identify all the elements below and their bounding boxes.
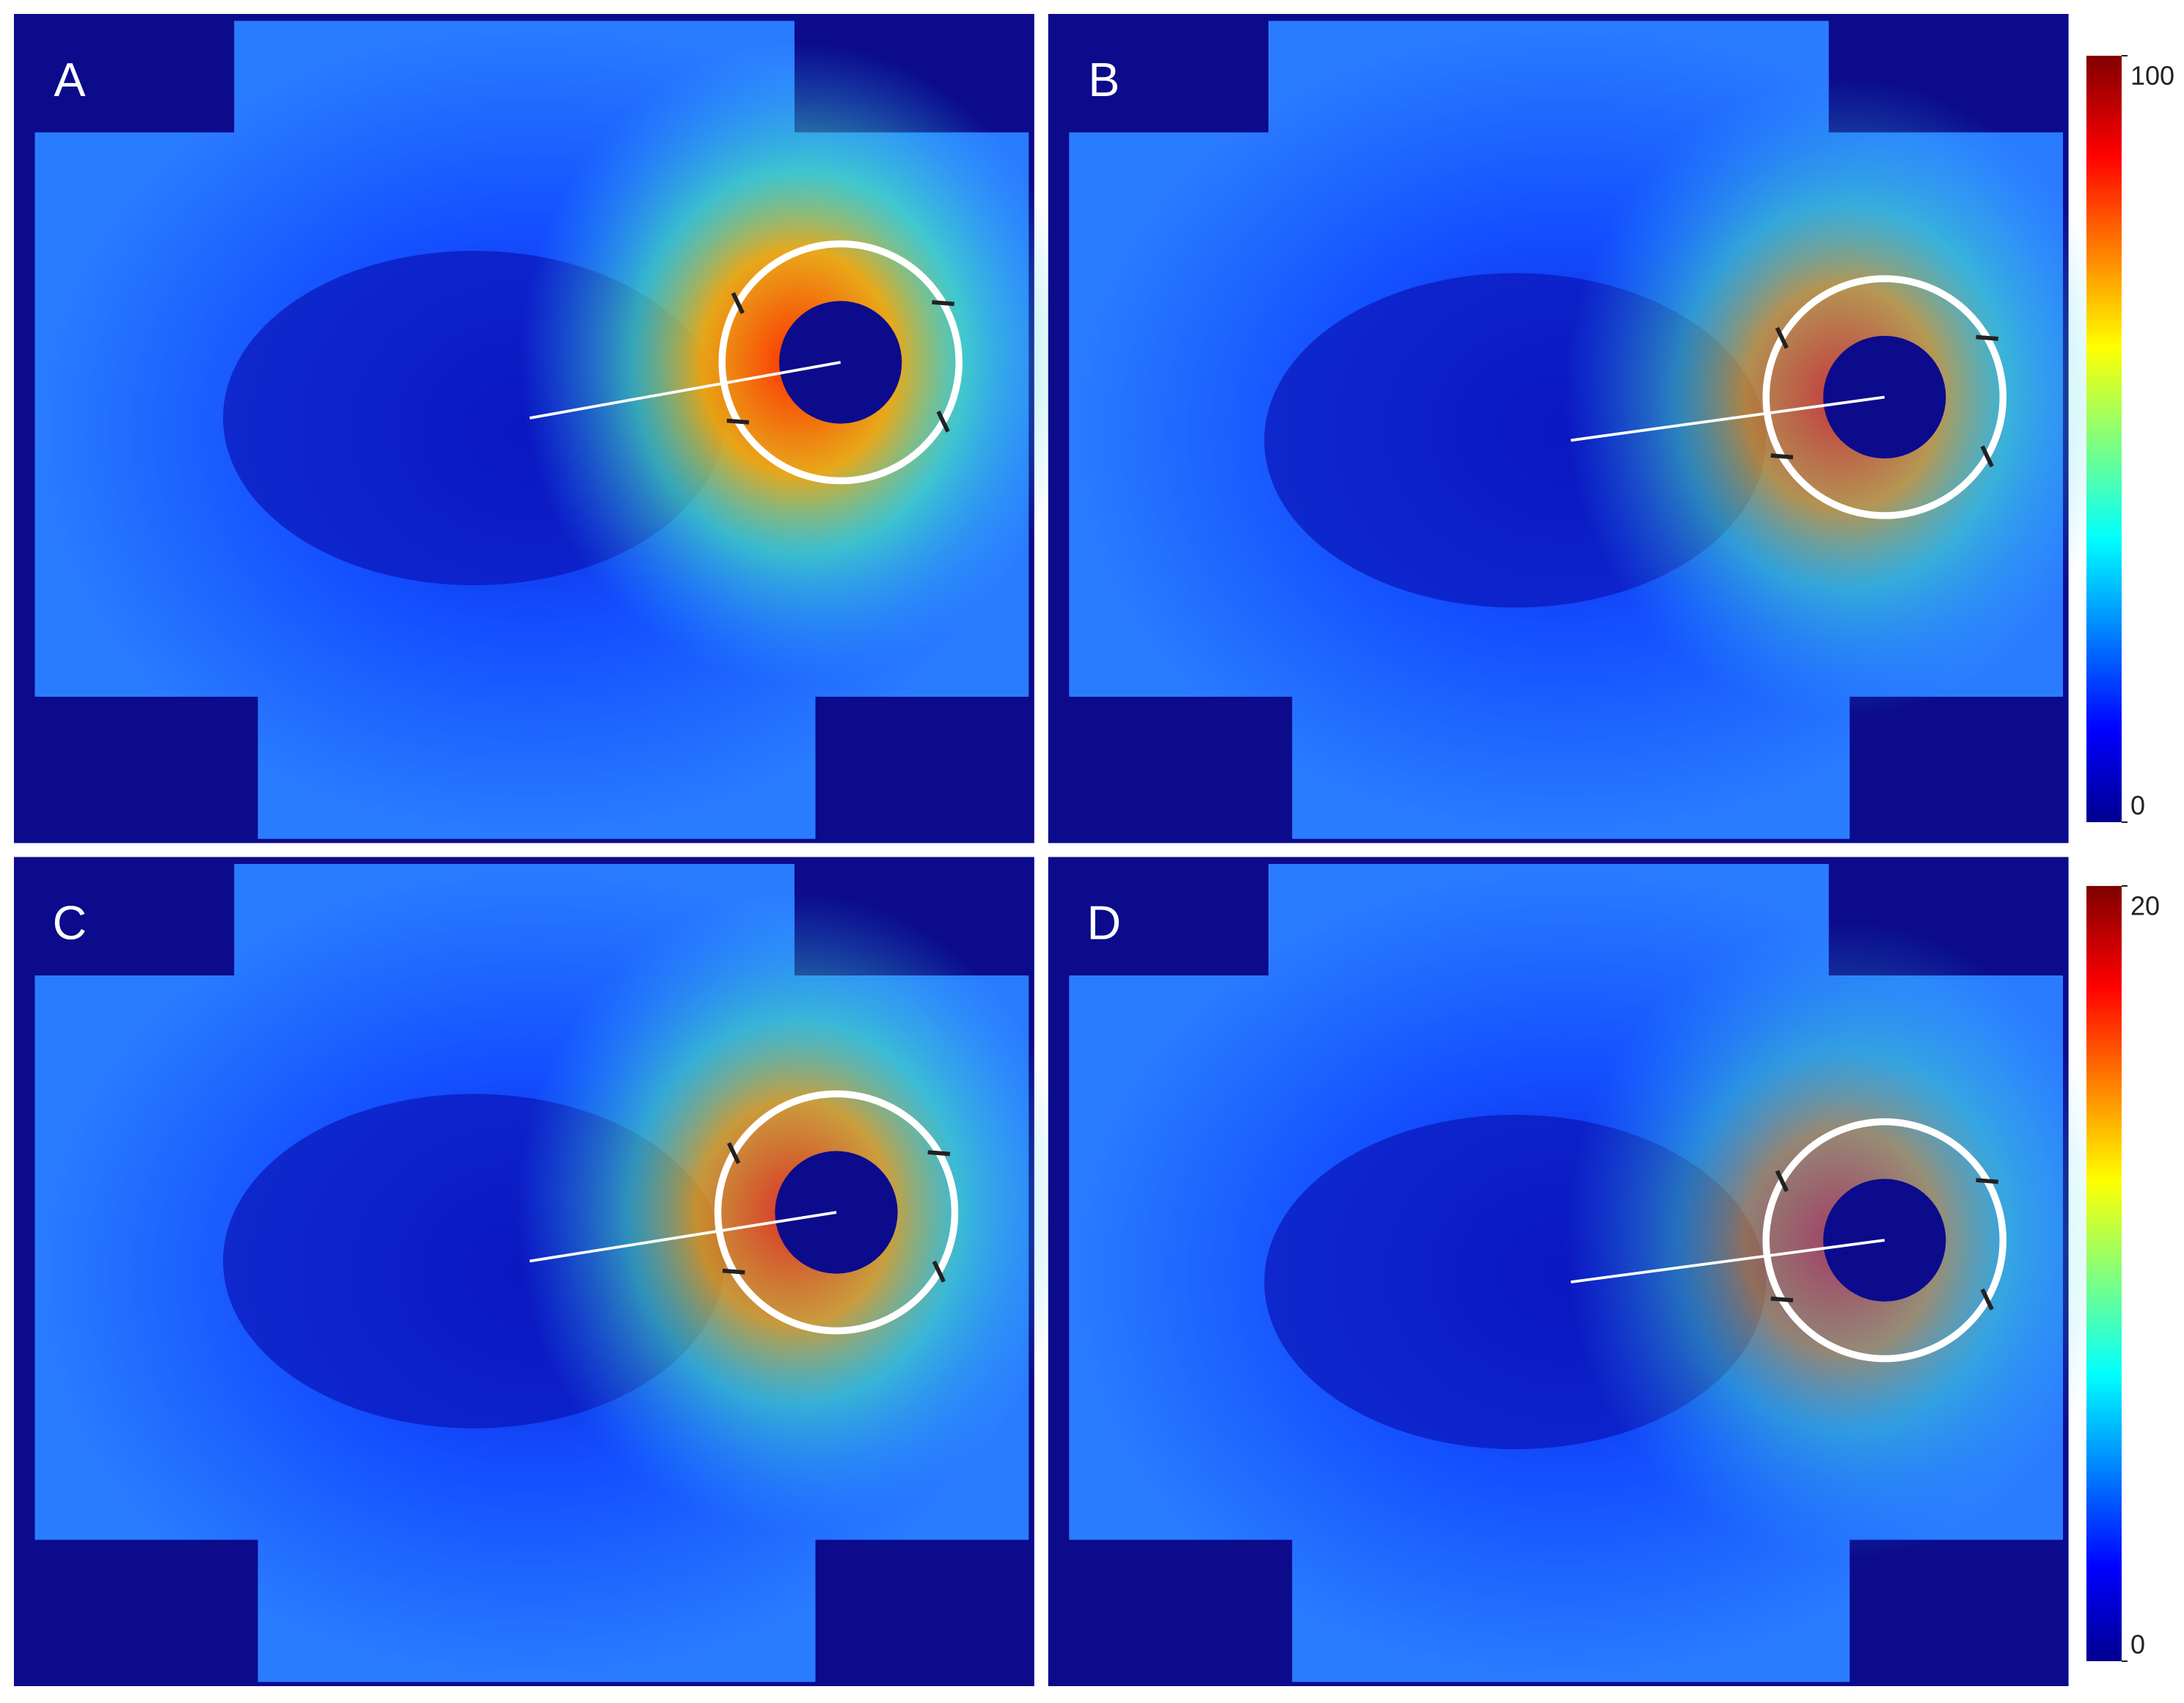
colorbar xyxy=(2086,56,2122,822)
ring-tick xyxy=(932,1260,946,1283)
measurement-ring xyxy=(1762,1118,2007,1363)
panel-label: C xyxy=(53,897,87,950)
colorbar-tick-label: 0 xyxy=(2130,791,2145,821)
panel-label: D xyxy=(1086,897,1121,950)
measurement-ring xyxy=(1762,275,2007,519)
fovea-disc-line xyxy=(1571,1239,1885,1283)
ring-tick xyxy=(1976,334,1999,341)
ring-tick xyxy=(722,1268,745,1275)
colorbar-tick-label: 0 xyxy=(2130,1630,2145,1660)
ring-tick xyxy=(927,1150,951,1157)
ring-tick xyxy=(1980,1288,1994,1311)
ring-tick xyxy=(936,410,950,433)
ring-tick xyxy=(1775,1170,1789,1193)
ring-tick xyxy=(932,300,954,307)
ring-tick xyxy=(1976,1178,1999,1184)
measurement-ring xyxy=(718,240,963,485)
panel-label: A xyxy=(54,54,85,106)
ring-tick xyxy=(731,292,745,315)
panel-label: B xyxy=(1088,54,1120,106)
optic-disc xyxy=(1823,1179,1946,1302)
ring-tick xyxy=(726,418,750,425)
panel: B xyxy=(1048,14,2122,843)
fovea-disc-line xyxy=(529,361,841,420)
colorbar-tick-label: 100 xyxy=(2130,61,2174,91)
ring-tick xyxy=(1775,326,1789,349)
optic-disc xyxy=(1823,335,1946,459)
colorbar-tick-label: 20 xyxy=(2130,891,2160,921)
optic-disc xyxy=(775,1151,898,1274)
ring-tick xyxy=(1980,445,1994,468)
fovea-disc-line xyxy=(1571,395,1885,442)
panel: C xyxy=(14,857,1074,1686)
fovea-disc-line xyxy=(529,1211,837,1263)
ring-tick xyxy=(1770,453,1794,460)
measurement-ring xyxy=(714,1090,959,1335)
colorbar xyxy=(2086,886,2122,1661)
ring-tick xyxy=(1770,1296,1794,1303)
ring-tick xyxy=(726,1142,741,1165)
panel: A xyxy=(14,14,1078,843)
panel: D xyxy=(1048,857,2122,1686)
